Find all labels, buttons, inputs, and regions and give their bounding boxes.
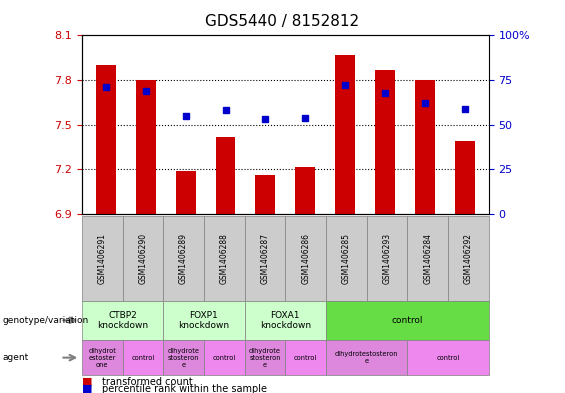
Text: control: control [131, 354, 155, 361]
Text: GSM1406293: GSM1406293 [383, 233, 392, 284]
Text: GSM1406285: GSM1406285 [342, 233, 351, 284]
Bar [415, 80, 435, 214]
Text: GSM1406292: GSM1406292 [464, 233, 473, 284]
Bar [455, 141, 475, 214]
Bar [136, 80, 156, 214]
Text: control: control [294, 354, 318, 361]
Text: transformed count: transformed count [102, 377, 193, 387]
Text: GSM1406287: GSM1406287 [260, 233, 270, 284]
Text: dihydrote
stosteron
e: dihydrote stosteron e [249, 348, 281, 367]
Text: CTBP2
knockdown: CTBP2 knockdown [97, 310, 148, 330]
Text: percentile rank within the sample: percentile rank within the sample [102, 384, 267, 393]
Bar [255, 175, 275, 214]
Text: FOXP1
knockdown: FOXP1 knockdown [179, 310, 229, 330]
Text: GDS5440 / 8152812: GDS5440 / 8152812 [206, 14, 359, 29]
Text: ■: ■ [82, 377, 93, 387]
Bar [96, 65, 116, 214]
Bar [215, 137, 236, 214]
Text: dihydrot
estoster
one: dihydrot estoster one [88, 348, 116, 367]
Text: control: control [436, 354, 460, 361]
Text: agent: agent [3, 353, 29, 362]
Text: GSM1406289: GSM1406289 [179, 233, 188, 284]
Text: control: control [392, 316, 423, 325]
Text: GSM1406288: GSM1406288 [220, 233, 229, 284]
Text: ■: ■ [82, 384, 93, 393]
Bar [176, 171, 195, 214]
Text: genotype/variation: genotype/variation [3, 316, 89, 325]
Text: dihydrote
stosteron
e: dihydrote stosteron e [168, 348, 199, 367]
Bar [295, 167, 315, 214]
Text: GSM1406290: GSM1406290 [138, 233, 147, 284]
Text: GSM1406291: GSM1406291 [98, 233, 107, 284]
Text: dihydrotestosteron
e: dihydrotestosteron e [335, 351, 398, 364]
Bar [335, 55, 355, 214]
Text: GSM1406284: GSM1406284 [423, 233, 432, 284]
Text: GSM1406286: GSM1406286 [301, 233, 310, 284]
Text: control: control [212, 354, 236, 361]
Text: FOXA1
knockdown: FOXA1 knockdown [260, 310, 311, 330]
Bar [375, 70, 395, 214]
